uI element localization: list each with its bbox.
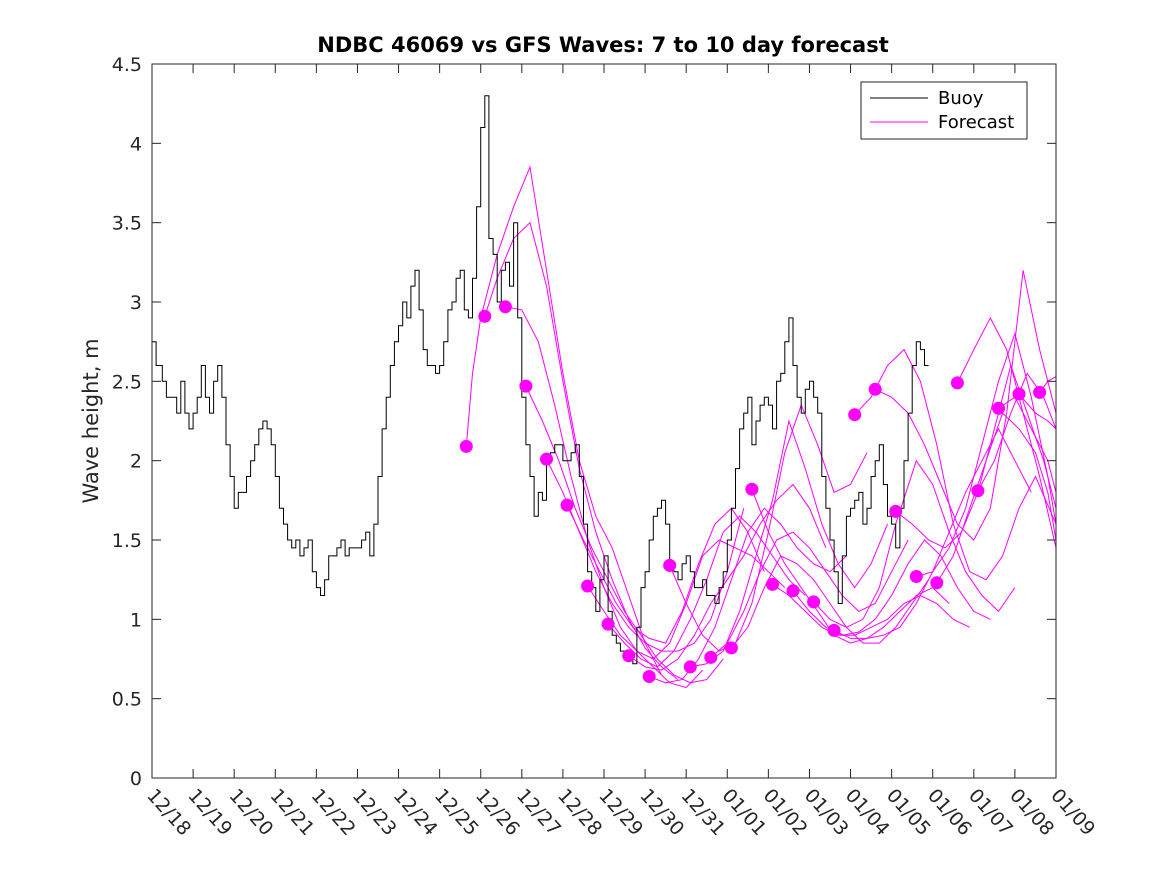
forecast-point — [745, 482, 759, 496]
y-tick-label: 4.5 — [112, 54, 142, 76]
forecast-line-1 — [465, 165, 662, 676]
forecast-point — [992, 401, 1005, 415]
forecast-line-10 — [649, 507, 847, 684]
forecast-line-9 — [628, 483, 827, 671]
forecast-line-16 — [772, 583, 970, 636]
forecast-point — [540, 452, 553, 466]
forecast-point — [930, 576, 944, 590]
y-tick-label: 3.5 — [112, 213, 142, 235]
forecast-point — [519, 379, 533, 393]
forecast-point — [766, 577, 779, 591]
forecast-point — [889, 504, 903, 518]
forecast-line-20 — [854, 348, 1057, 581]
forecast-point — [1012, 387, 1026, 401]
chart-title: NDBC 46069 vs GFS Waves: 7 to 10 day for… — [317, 33, 888, 57]
forecast-line-17 — [792, 539, 991, 636]
forecast-point — [950, 376, 964, 390]
forecast-line-12 — [690, 419, 888, 668]
y-tick-label: 2 — [130, 451, 142, 473]
y-axis-label: Wave height, m — [79, 338, 103, 503]
forecast-point — [807, 595, 821, 609]
buoy-line — [152, 95, 929, 665]
forecast-line-14 — [731, 555, 930, 649]
forecast-point — [581, 579, 595, 593]
forecast-line-21 — [874, 270, 1057, 541]
forecast-line-15 — [751, 489, 950, 644]
forecast-point — [868, 382, 882, 396]
y-tick-label: 1.5 — [112, 530, 142, 552]
forecast-line-28 — [1018, 393, 1057, 430]
forecast-point — [909, 570, 923, 583]
forecast-point — [622, 649, 636, 663]
forecast-point — [498, 300, 512, 314]
forecast-line-27 — [998, 396, 1057, 493]
forecast-point — [1033, 385, 1047, 399]
legend-box — [860, 81, 1028, 140]
y-tick-label: 0 — [130, 768, 142, 790]
forecast-point — [848, 408, 862, 422]
forecast-point — [601, 617, 615, 631]
forecast-point — [827, 623, 841, 637]
forecast-point — [724, 641, 738, 655]
forecast-line-13 — [710, 531, 909, 658]
legend: Buoy Forecast — [860, 81, 1028, 140]
forecast-line-25 — [956, 316, 1057, 549]
forecast-line-4 — [525, 385, 724, 684]
forecast-point — [704, 650, 718, 664]
forecast-point — [786, 584, 800, 598]
forecast-line-23 — [916, 331, 1057, 577]
forecast-line-18 — [813, 459, 1016, 628]
plot-data — [152, 95, 1057, 689]
y-tick-label: 4 — [130, 133, 142, 155]
y-tick-label: 1 — [130, 609, 142, 631]
y-tick-label: 3 — [130, 292, 142, 314]
forecast-point — [459, 439, 473, 453]
forecast-point — [663, 558, 677, 572]
forecast-point — [971, 484, 985, 498]
y-tick-label: 0.5 — [112, 689, 142, 711]
forecast-point — [478, 309, 492, 323]
forecast-point — [683, 660, 697, 674]
legend-forecast-label: Forecast — [938, 112, 1014, 133]
y-tick-label: 2.5 — [112, 371, 142, 393]
legend-buoy-label: Buoy — [938, 88, 984, 109]
forecast-point — [642, 670, 656, 683]
forecast-point — [560, 498, 574, 512]
